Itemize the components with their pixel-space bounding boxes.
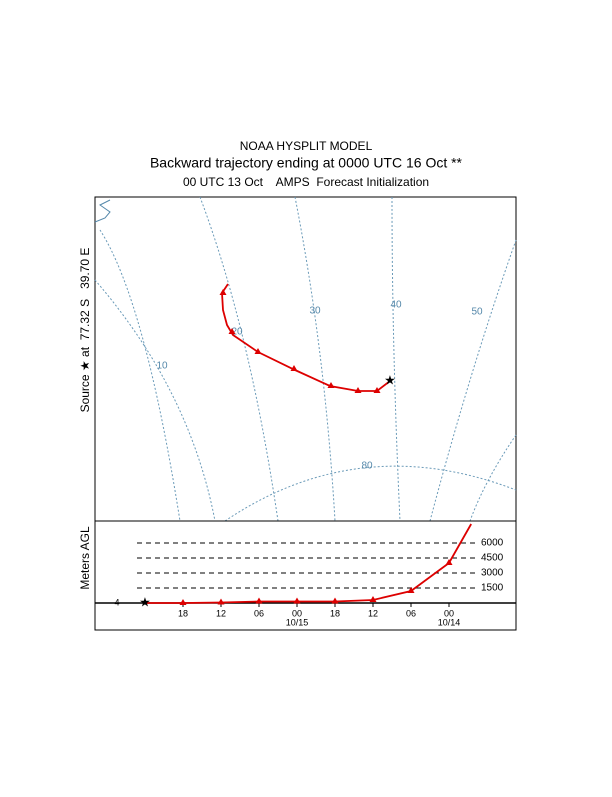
profile-frame <box>94 520 517 631</box>
meridian-label: 50 <box>471 307 483 318</box>
height-marker <box>445 559 453 565</box>
x-tick-label: 00 <box>292 608 302 618</box>
info: 00 UTC 13 Oct AMPS Forecast Initializati… <box>183 175 429 189</box>
meridian-label: 10 <box>156 361 168 372</box>
level-label: 4500 <box>481 553 504 564</box>
x-tick-label: 18 <box>330 608 340 618</box>
height-marker <box>293 597 301 604</box>
meridian-label: 40 <box>390 300 402 311</box>
height-marker <box>179 599 187 605</box>
coastline <box>94 199 111 223</box>
map-frame <box>94 196 517 522</box>
height-marker <box>255 597 263 604</box>
x-tick-label: 00 <box>444 608 454 618</box>
level-label: 1500 <box>481 583 504 594</box>
level-label: 3000 <box>481 568 504 579</box>
date-label: 10/14 <box>438 617 461 627</box>
source-star: ★ <box>384 372 396 387</box>
trajectory-markers <box>219 289 381 393</box>
map-grid <box>94 196 517 522</box>
height-marker <box>217 598 225 605</box>
subtitle: Backward trajectory ending at 0000 UTC 1… <box>150 155 463 171</box>
parallel-label: 80 <box>361 461 373 472</box>
height-line <box>145 523 472 604</box>
x-tick-label: 12 <box>368 608 378 618</box>
title: NOAA HYSPLIT MODEL <box>240 139 373 153</box>
height-marker <box>407 587 415 593</box>
height-marker <box>331 597 339 604</box>
meridian-label: 30 <box>309 306 321 317</box>
meridian-label: 20 <box>231 327 243 338</box>
date-label: 10/15 <box>286 617 309 627</box>
left-label: 4 <box>114 597 119 607</box>
end-star: ★ <box>139 594 151 609</box>
trajectory-map <box>221 283 391 392</box>
x-tick-label: 06 <box>254 608 264 618</box>
x-tick-label: 18 <box>178 608 188 618</box>
source-label: Source ★ at 77.32 S 39.70 E <box>78 248 92 413</box>
level-label: 6000 <box>481 538 504 549</box>
x-tick-label: 06 <box>406 608 416 618</box>
x-tick-label: 12 <box>216 608 226 618</box>
profile-ylabel: Meters AGL <box>78 526 92 590</box>
height-marker <box>369 596 377 602</box>
